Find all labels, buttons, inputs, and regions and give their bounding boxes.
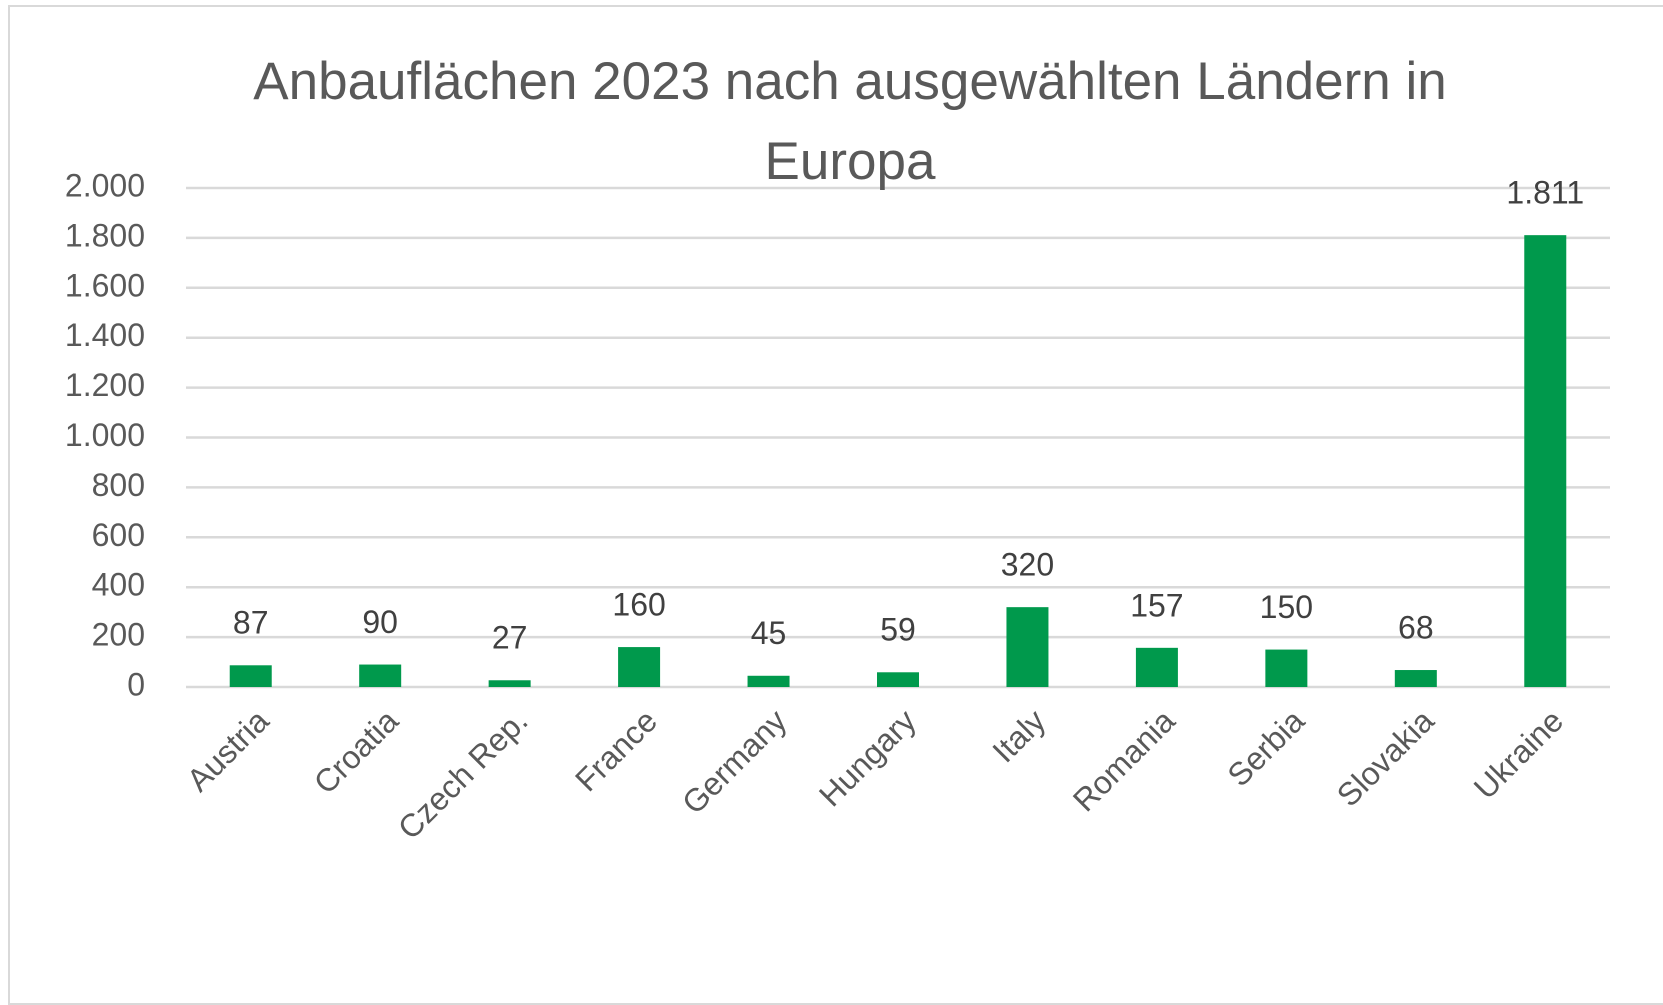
chart-title: Anbauflächen 2023 nach ausgewählten Länd… (253, 52, 1447, 191)
x-tick-label: Croatia (307, 702, 406, 801)
y-tick-label: 1.800 (65, 217, 145, 253)
bar (1394, 670, 1437, 687)
bar (1524, 235, 1567, 687)
data-label: 157 (1130, 587, 1183, 623)
y-tick-label: 200 (92, 617, 145, 653)
x-tick-label: Hungary (812, 702, 923, 813)
bar (1135, 647, 1178, 687)
bar (618, 647, 661, 687)
data-label: 87 (233, 605, 269, 641)
y-tick-label: 2.000 (65, 167, 145, 203)
y-tick-label: 0 (127, 666, 145, 702)
data-label: 320 (1001, 547, 1054, 583)
x-tick-label: Germany (675, 702, 794, 821)
x-tick-label: Austria (180, 702, 276, 798)
x-tick-label: Romania (1066, 702, 1182, 818)
y-tick-label: 1.400 (65, 317, 145, 353)
bar (747, 675, 790, 687)
data-label: 59 (880, 612, 916, 648)
x-tick-label: Italy (985, 702, 1052, 769)
x-tick-label: Slovakia (1330, 702, 1441, 813)
x-tick-label: Serbia (1220, 702, 1311, 793)
y-tick-label: 400 (92, 567, 145, 603)
y-tick-label: 600 (92, 517, 145, 553)
bar (229, 665, 272, 687)
data-label: 160 (612, 587, 665, 623)
y-tick-label: 1.200 (65, 367, 145, 403)
bar (359, 664, 402, 687)
data-label: 45 (751, 615, 787, 651)
bar (1265, 649, 1308, 687)
x-tick-label: France (568, 702, 664, 798)
data-label: 68 (1398, 609, 1434, 645)
y-tick-label: 800 (92, 467, 145, 503)
data-label: 1.811 (1506, 175, 1584, 211)
data-label: 150 (1260, 589, 1313, 625)
bar (488, 680, 531, 687)
bar (877, 672, 919, 687)
bar (1006, 607, 1049, 687)
x-tick-label: Ukraine (1467, 702, 1570, 805)
y-tick-label: 1.000 (65, 417, 145, 453)
data-label: 27 (492, 620, 528, 656)
x-tick-label: Czech Rep. (391, 702, 535, 846)
y-tick-label: 1.600 (65, 267, 145, 303)
data-label: 90 (362, 604, 398, 640)
